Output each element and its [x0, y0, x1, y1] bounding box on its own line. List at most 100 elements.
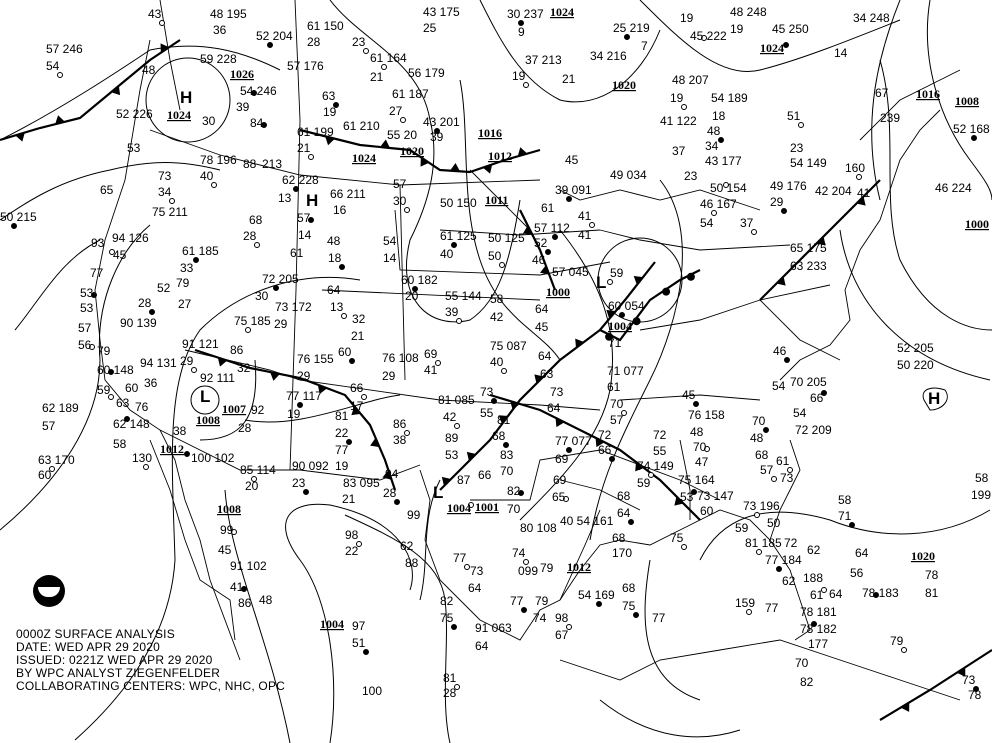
station-reading: 20 — [245, 479, 259, 493]
station-reading: 52 — [534, 236, 548, 250]
station-reading: 53 — [80, 301, 94, 315]
station-reading: 58 — [838, 493, 852, 507]
isobar-pressure-label: 1024 — [167, 108, 191, 122]
isobar-pressure-label: 1020 — [400, 144, 424, 158]
station-circle — [718, 137, 724, 143]
station-reading: 57 176 — [287, 59, 324, 73]
cold-front-triangle — [382, 470, 392, 480]
station-reading: 239 — [880, 111, 900, 125]
station-reading: 98 — [555, 611, 569, 625]
station-reading: 21 — [562, 72, 576, 86]
station-circle — [254, 242, 260, 248]
station-reading: 74 — [533, 611, 547, 625]
station-reading: 130 — [132, 451, 152, 465]
station-reading: 40 54 161 — [560, 514, 614, 528]
station-reading: 66 — [350, 381, 364, 395]
station-reading: 60 — [338, 345, 352, 359]
station-reading: 88 — [243, 157, 257, 171]
station-reading: 61 187 — [392, 87, 429, 101]
station-reading: 213 — [262, 157, 282, 171]
station-reading: 21 — [342, 492, 356, 506]
isobar-pressure-label: 1007 — [222, 402, 246, 416]
cold-front-triangle — [450, 163, 460, 172]
station-reading: 51 — [352, 636, 366, 650]
station-reading: 57 — [393, 177, 407, 191]
cold-front-triangle — [522, 225, 533, 235]
station-reading: 72 209 — [795, 423, 832, 437]
station-circle — [191, 367, 197, 373]
station-reading: 70 205 — [790, 375, 827, 389]
cold-front — [194, 348, 397, 491]
station-reading: 199 — [971, 488, 991, 502]
station-reading: 98 — [345, 528, 359, 542]
station-circle — [704, 446, 710, 452]
station-reading: 64 — [538, 349, 552, 363]
station-circle — [711, 210, 717, 216]
station-reading: 17 — [350, 399, 364, 413]
station-reading: 45 — [113, 248, 127, 262]
station-reading: 170 — [612, 546, 632, 560]
station-reading: 59 — [735, 521, 749, 535]
station-reading: 49 176 — [770, 179, 807, 193]
station-reading: 50 — [767, 516, 781, 530]
station-reading: 49 034 — [610, 168, 647, 182]
station-circle — [464, 564, 470, 570]
station-circle — [412, 286, 418, 292]
station-reading: 48 — [259, 593, 273, 607]
station-reading: 54 149 — [790, 156, 827, 170]
station-circle — [400, 117, 406, 123]
station-reading: 63 233 — [790, 259, 827, 273]
station-reading: 55 20 — [387, 128, 417, 142]
station-reading: 48 — [142, 63, 156, 77]
station-reading: 62 — [400, 539, 414, 553]
station-circle — [723, 182, 729, 188]
isobar-pressure-label: 1004 — [320, 617, 344, 631]
station-reading: 66 — [478, 468, 492, 482]
station-reading: 19 — [323, 105, 337, 119]
cold-front-triangle — [160, 43, 170, 53]
station-circle — [776, 566, 782, 572]
station-circle — [523, 559, 529, 565]
station-reading: 68 — [612, 531, 626, 545]
station-reading: 45 — [218, 543, 232, 557]
station-reading: 14 — [298, 228, 312, 242]
cold-front-triangle — [595, 437, 605, 448]
isobar-pressure-label: 1011 — [485, 193, 508, 207]
station-reading: 34 248 — [853, 11, 890, 25]
station-reading: 72 — [598, 428, 612, 442]
station-reading: 61 185 — [182, 244, 219, 258]
station-circle — [333, 102, 339, 108]
station-circle — [303, 489, 309, 495]
station-circle — [346, 439, 352, 445]
station-reading: 59 228 — [200, 52, 237, 66]
station-circle — [798, 122, 804, 128]
station-reading: 160 — [845, 161, 865, 175]
station-circle — [356, 541, 362, 547]
station-circle — [273, 285, 279, 291]
station-reading: 88 — [405, 556, 419, 570]
noaa-logo-wave — [38, 587, 60, 597]
station-reading: 41 — [230, 580, 244, 594]
station-reading: 97 — [352, 619, 366, 633]
station-reading: 72 — [784, 536, 798, 550]
station-reading: 30 — [255, 289, 269, 303]
low-pressure-center: L — [596, 273, 606, 292]
station-reading: 79 — [535, 594, 549, 608]
station-circle — [693, 401, 699, 407]
station-reading: 42 — [443, 410, 457, 424]
station-circle — [701, 35, 707, 41]
station-circle — [589, 222, 595, 228]
station-reading: 68 — [249, 213, 263, 227]
station-reading: 55 — [480, 406, 494, 420]
station-circle — [566, 196, 572, 202]
station-circle — [339, 264, 345, 270]
station-reading: 159 — [735, 596, 755, 610]
station-reading: 74 — [512, 546, 526, 560]
high-pressure-center: H — [180, 88, 192, 107]
station-reading: 18 — [712, 109, 726, 123]
station-reading: 64 — [617, 506, 631, 520]
station-reading: 74 149 — [637, 459, 674, 473]
station-reading: 81 — [335, 409, 349, 423]
station-reading: 46 167 — [700, 197, 737, 211]
station-reading: 76 155 — [297, 352, 334, 366]
